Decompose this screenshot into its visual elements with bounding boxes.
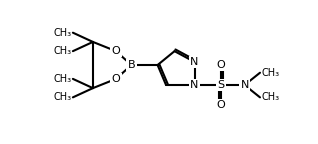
Text: CH₃: CH₃ (53, 28, 71, 38)
Text: CH₃: CH₃ (53, 92, 71, 102)
Text: CH₃: CH₃ (53, 74, 71, 84)
Text: CH₃: CH₃ (261, 68, 280, 78)
Text: N: N (240, 80, 249, 90)
Text: O: O (216, 100, 225, 110)
Text: CH₃: CH₃ (261, 92, 280, 102)
Text: O: O (112, 46, 121, 56)
Text: O: O (216, 60, 225, 70)
Text: S: S (217, 80, 224, 90)
Text: N: N (190, 57, 199, 67)
Text: N: N (190, 80, 199, 90)
Text: CH₃: CH₃ (53, 46, 71, 56)
Text: B: B (128, 60, 135, 70)
Text: O: O (112, 74, 121, 84)
